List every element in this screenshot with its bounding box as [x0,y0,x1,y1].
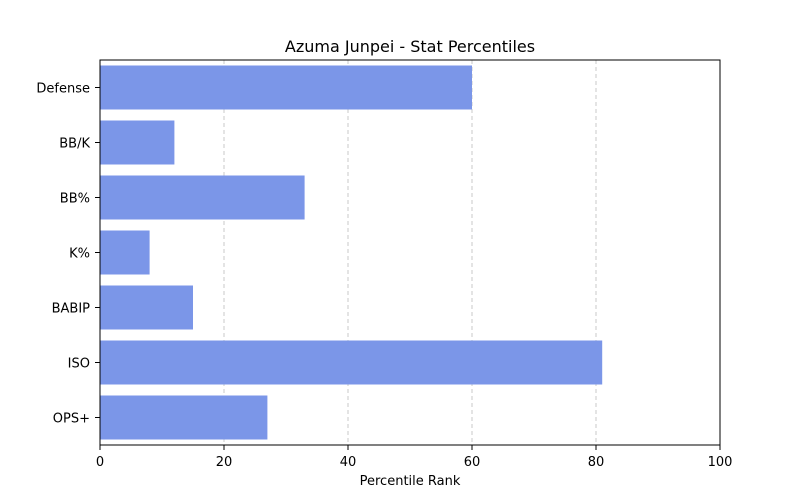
bar [100,120,175,165]
bar [100,285,193,330]
bar [100,230,150,275]
x-tick-label: 40 [340,455,357,470]
gridlines [223,60,597,445]
bar [100,65,472,110]
x-axis: 0 20 40 60 80 100 [96,445,733,470]
bar [100,340,603,385]
x-tick-label: 60 [464,455,481,470]
y-tick-label: ISO [68,357,90,372]
bars [100,65,603,440]
bar [100,395,268,440]
x-tick-label: 80 [588,455,605,470]
x-tick-label: 0 [96,455,104,470]
plot-frame [99,59,721,446]
y-tick-label: OPS+ [53,412,90,427]
y-tick-label: BB/K [59,137,90,152]
chart-title: Azuma Junpei - Stat Percentiles [285,37,535,56]
x-tick-label: 20 [216,455,233,470]
y-tick-label: BB% [60,192,90,207]
x-tick-label: 100 [708,455,733,470]
x-axis-label: Percentile Rank [360,474,461,489]
y-tick-label: K% [69,247,90,262]
y-tick-label: Defense [36,82,90,97]
y-tick-label: BABIP [52,302,91,317]
bar [100,175,305,220]
y-axis: Defense BB/K BB% K% BABIP ISO OPS+ [36,82,100,427]
